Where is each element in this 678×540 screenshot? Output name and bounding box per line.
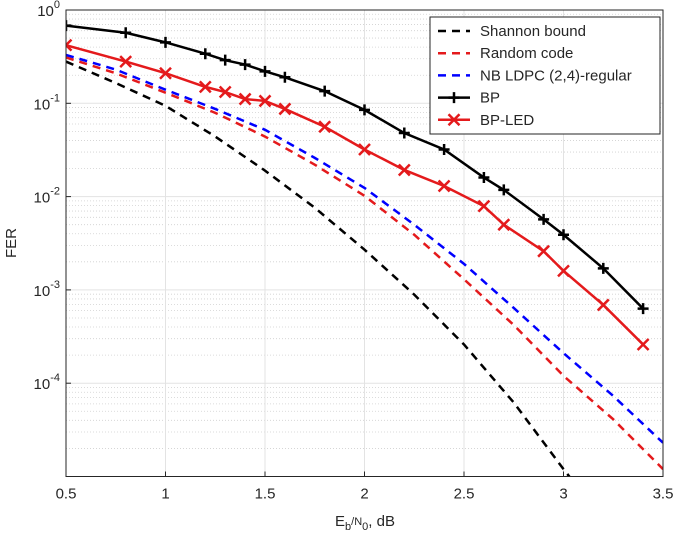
marker xyxy=(66,38,73,52)
marker xyxy=(437,179,451,193)
legend: Shannon bound Random code NB LDPC (2,4)-re… xyxy=(429,16,661,135)
y-tick-label: 10-2 xyxy=(34,186,60,207)
series-layer xyxy=(66,20,663,477)
marker xyxy=(199,48,211,60)
x-tick-label: 1.5 xyxy=(255,485,276,502)
series-line xyxy=(66,53,663,444)
series-line xyxy=(66,24,644,310)
legend-label: Random code xyxy=(480,45,573,62)
marker xyxy=(218,85,232,99)
marker xyxy=(398,127,410,139)
marker xyxy=(319,85,331,97)
marker xyxy=(318,120,332,134)
marker xyxy=(160,36,171,48)
marker xyxy=(477,199,491,213)
marker xyxy=(239,59,251,71)
series-line xyxy=(66,60,571,477)
marker xyxy=(279,71,291,83)
marker xyxy=(159,66,172,80)
x-tick-label: 1 xyxy=(161,485,169,502)
marker xyxy=(478,172,490,184)
marker xyxy=(637,303,649,315)
legend-marker xyxy=(447,113,461,127)
y-tick-label: 100 xyxy=(37,0,60,20)
marker xyxy=(259,65,271,77)
x-tick-label: 3 xyxy=(559,485,567,502)
marker xyxy=(596,298,610,312)
y-tick-label: 10-4 xyxy=(34,372,60,393)
marker xyxy=(358,143,371,156)
x-tick-label: 2 xyxy=(360,485,368,502)
x-tick-label: 3.5 xyxy=(653,485,674,502)
y-tick-label: 10-1 xyxy=(34,92,60,113)
y-axis-label: FER xyxy=(3,228,20,258)
x-tick-label: 2.5 xyxy=(454,485,475,502)
marker xyxy=(558,229,569,241)
marker xyxy=(537,244,550,258)
legend-label: Shannon bound xyxy=(480,23,586,40)
marker xyxy=(66,20,72,32)
marker xyxy=(219,54,231,66)
marker xyxy=(258,94,272,108)
legend-label: BP xyxy=(480,90,500,107)
x-axis-label: Eb/N0, dB xyxy=(335,513,395,533)
marker xyxy=(359,104,370,116)
marker xyxy=(498,184,510,196)
x-tick-label: 0.5 xyxy=(56,485,77,502)
series-line xyxy=(66,56,663,470)
marker xyxy=(238,92,252,106)
marker xyxy=(497,218,511,232)
legend-marker xyxy=(448,92,460,104)
legend-label: NB LDPC (2,4)-regular xyxy=(480,67,632,84)
marker xyxy=(438,143,450,155)
legend-label: BP-LED xyxy=(480,112,534,129)
marker xyxy=(538,213,550,225)
marker xyxy=(198,80,212,94)
marker xyxy=(597,262,609,274)
y-tick-label: 10-3 xyxy=(34,279,60,300)
marker xyxy=(278,102,292,116)
marker xyxy=(557,264,570,278)
marker xyxy=(119,55,133,68)
marker xyxy=(397,163,411,177)
marker xyxy=(636,338,650,351)
marker xyxy=(120,27,132,39)
